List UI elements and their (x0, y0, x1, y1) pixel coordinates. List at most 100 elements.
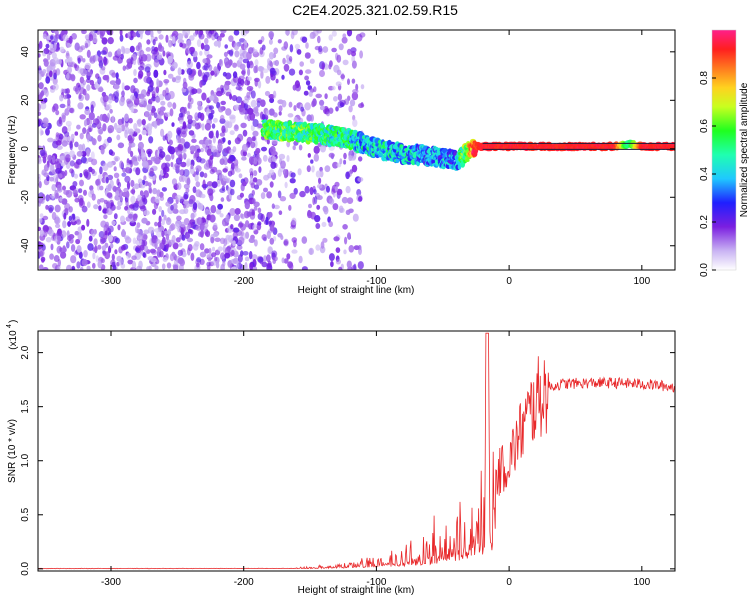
noise-speckle (187, 94, 192, 103)
noise-speckle (98, 205, 102, 212)
noise-speckle (158, 174, 163, 181)
noise-speckle (201, 123, 205, 131)
noise-speckle (269, 237, 275, 245)
noise-speckle (268, 211, 273, 218)
noise-speckle (159, 151, 166, 158)
noise-speckle (218, 59, 222, 65)
noise-speckle (234, 168, 241, 173)
noise-speckle (167, 55, 173, 64)
noise-speckle (168, 39, 173, 48)
noise-speckle (288, 56, 293, 62)
noise-speckle (328, 34, 333, 41)
noise-speckle (177, 226, 182, 233)
noise-speckle (135, 247, 140, 252)
noise-speckle (113, 213, 118, 220)
noise-speckle (104, 116, 110, 123)
noise-speckle (46, 52, 51, 61)
noise-speckle (121, 244, 126, 251)
noise-speckle (327, 216, 331, 223)
noise-speckle (329, 198, 335, 205)
noise-speckle (177, 67, 182, 76)
noise-speckle (110, 204, 116, 211)
noise-speckle (239, 63, 246, 70)
noise-speckle (74, 197, 80, 203)
noise-speckle (106, 192, 113, 199)
noise-speckle (316, 195, 323, 201)
noise-speckle (119, 34, 124, 42)
noise-speckle (38, 196, 44, 204)
noise-speckle (269, 169, 275, 176)
noise-speckle (260, 70, 264, 79)
y-tick-label: 0 (20, 146, 31, 152)
noise-speckle (148, 188, 153, 194)
noise-speckle (78, 144, 83, 151)
noise-speckle (151, 49, 158, 55)
noise-speckle (243, 267, 250, 270)
noise-speckle (213, 149, 219, 158)
noise-speckle (342, 224, 348, 230)
noise-speckle (42, 122, 49, 128)
noise-speckle (93, 204, 99, 210)
noise-speckle (343, 152, 347, 160)
noise-speckle (54, 204, 61, 213)
noise-speckle (52, 155, 56, 164)
noise-speckle (120, 215, 125, 223)
noise-speckle (50, 35, 54, 40)
noise-speckle (64, 170, 68, 176)
noise-speckle (77, 57, 81, 64)
noise-speckle (353, 263, 357, 270)
noise-speckle (75, 158, 83, 165)
noise-speckle (229, 93, 233, 100)
noise-speckle (346, 260, 352, 269)
noise-speckle (346, 48, 352, 56)
noise-speckle (64, 203, 71, 211)
noise-speckle (310, 159, 314, 164)
noise-speckle (288, 68, 296, 76)
noise-speckle (203, 44, 210, 52)
noise-speckle (111, 253, 115, 261)
noise-speckle (227, 170, 233, 177)
noise-speckle (76, 124, 81, 130)
noise-speckle (294, 43, 301, 50)
noise-speckle (162, 50, 166, 57)
noise-speckle (280, 160, 286, 169)
noise-speckle (72, 189, 78, 195)
noise-speckle (50, 43, 54, 49)
noise-speckle (71, 265, 76, 270)
noise-speckle (283, 238, 289, 247)
noise-speckle (42, 267, 49, 270)
noise-speckle (183, 106, 187, 115)
noise-speckle (176, 215, 182, 221)
noise-speckle (352, 89, 359, 94)
x-tick-label: -300 (101, 276, 121, 287)
noise-speckle (351, 164, 358, 173)
noise-speckle (66, 264, 72, 270)
noise-speckle (216, 169, 223, 176)
noise-speckle (211, 260, 218, 266)
noise-speckle (242, 150, 247, 157)
noise-speckle (185, 188, 190, 193)
noise-speckle (112, 186, 119, 192)
noise-speckle (146, 103, 153, 111)
noise-speckle (313, 153, 319, 162)
noise-speckle (241, 156, 247, 161)
noise-speckle (348, 105, 353, 113)
noise-speckle (38, 176, 41, 182)
noise-speckle (88, 34, 94, 42)
noise-speckle (206, 33, 212, 39)
noise-speckle (225, 214, 230, 223)
noise-speckle (105, 176, 109, 184)
noise-speckle (210, 236, 215, 244)
noise-speckle (102, 208, 108, 214)
noise-speckle (258, 39, 263, 45)
noise-speckle (230, 162, 235, 171)
noise-speckle (196, 88, 202, 94)
noise-speckle (183, 191, 189, 200)
noise-speckle (339, 99, 346, 106)
noise-speckle (74, 63, 77, 69)
noise-speckle (81, 143, 86, 152)
noise-speckle (131, 255, 137, 261)
noise-speckle (171, 77, 177, 83)
noise-speckle (70, 244, 76, 252)
noise-speckle (190, 252, 195, 261)
